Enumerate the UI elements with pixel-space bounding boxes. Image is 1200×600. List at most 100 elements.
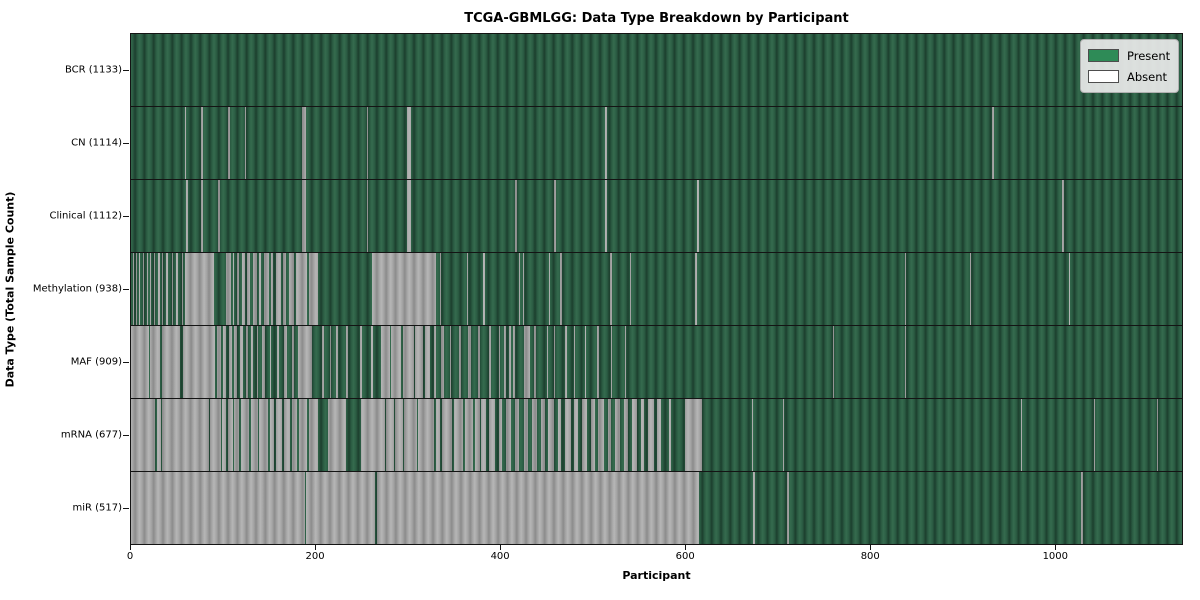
row-Methylation — [131, 253, 1182, 326]
absent-segment — [640, 399, 645, 471]
absent-segment — [306, 472, 375, 544]
absent-segment — [441, 326, 445, 398]
x-tick-label: 600 — [675, 551, 695, 562]
absent-segment — [610, 253, 613, 325]
absent-segment — [904, 253, 906, 325]
absent-segment — [465, 399, 473, 471]
absent-segment — [598, 399, 604, 471]
y-tick-label: mRNA (677) — [60, 429, 122, 441]
absent-segment — [269, 326, 272, 398]
absent-segment — [376, 472, 699, 544]
absent-segment — [625, 326, 627, 398]
absent-segment — [1157, 399, 1158, 471]
absent-segment — [184, 107, 187, 179]
absent-segment — [991, 107, 994, 179]
absent-segment — [442, 399, 453, 471]
absent-segment — [404, 399, 418, 471]
absent-segment — [1061, 180, 1064, 252]
absent-segment — [216, 326, 222, 398]
absent-segment — [624, 399, 628, 471]
absent-segment — [433, 326, 436, 398]
absent-segment — [611, 326, 613, 398]
absent-segment — [590, 399, 595, 471]
absent-segment — [346, 326, 349, 398]
absent-segment — [252, 253, 257, 325]
absent-segment — [327, 399, 347, 471]
absent-segment — [322, 326, 325, 398]
absent-segment — [259, 399, 268, 471]
absent-segment — [498, 326, 501, 398]
absent-segment — [283, 253, 287, 325]
absent-segment — [427, 399, 434, 471]
absent-segment — [240, 399, 250, 471]
absent-segment — [227, 399, 233, 471]
absent-segment — [296, 253, 308, 325]
x-tick-label: 1000 — [1042, 551, 1069, 562]
x-tick-mark — [870, 545, 872, 550]
x-tick-mark — [315, 545, 317, 550]
absent-segment — [523, 399, 529, 471]
absent-segment — [604, 180, 607, 252]
absent-segment — [146, 253, 148, 325]
row-mRNA — [131, 399, 1182, 472]
absent-segment — [832, 326, 834, 398]
absent-segment — [565, 326, 567, 398]
absent-segment — [371, 326, 373, 398]
x-tick-mark — [500, 545, 502, 550]
absent-segment — [222, 399, 227, 471]
absent-segment — [541, 399, 545, 471]
absent-segment — [518, 253, 520, 325]
absent-segment — [251, 326, 253, 398]
y-tick-label: miR (517) — [72, 502, 122, 514]
y-tick-mark — [123, 142, 129, 144]
legend-entry-present: Present — [1088, 45, 1171, 66]
absent-segment — [154, 253, 155, 325]
absent-segment — [234, 326, 238, 398]
row-BCR — [131, 34, 1182, 107]
absent-segment — [223, 326, 227, 398]
y-axis-label: Data Type (Total Sample Count) — [3, 191, 17, 388]
absent-segment — [360, 399, 385, 471]
absent-segment — [531, 399, 538, 471]
absent-segment — [201, 180, 204, 252]
absent-segment — [245, 326, 249, 398]
absent-segment — [1021, 399, 1023, 471]
absent-segment — [489, 399, 495, 471]
legend: Present Absent — [1080, 39, 1179, 93]
absent-segment — [402, 326, 414, 398]
absent-segment — [336, 326, 338, 398]
absent-segment — [301, 180, 306, 252]
absent-segment — [131, 326, 149, 398]
row-Clinical — [131, 180, 1182, 253]
absent-segment — [157, 253, 160, 325]
absent-segment — [366, 180, 369, 252]
absent-segment — [546, 326, 548, 398]
absent-swatch — [1088, 70, 1119, 83]
x-tick-mark — [130, 545, 131, 550]
absent-segment — [385, 399, 395, 471]
absent-segment — [424, 326, 431, 398]
absent-segment — [407, 180, 411, 252]
absent-segment — [232, 253, 235, 325]
absent-segment — [557, 399, 562, 471]
absent-segment — [522, 253, 524, 325]
absent-segment — [467, 253, 469, 325]
absent-segment — [1081, 472, 1084, 544]
absent-segment — [244, 107, 247, 179]
absent-segment — [135, 253, 137, 325]
y-tick-mark — [123, 362, 129, 364]
absent-segment — [186, 180, 189, 252]
absent-segment — [604, 107, 607, 179]
absent-segment — [284, 326, 288, 398]
absent-segment — [489, 326, 492, 398]
absent-segment — [395, 399, 404, 471]
absent-segment — [226, 253, 231, 325]
absent-segment — [162, 326, 180, 398]
y-tick-mark — [123, 435, 129, 437]
x-tick-label: 0 — [126, 551, 134, 562]
absent-segment — [548, 399, 554, 471]
absent-segment — [201, 107, 204, 179]
absent-segment — [468, 326, 471, 398]
absent-segment — [597, 326, 600, 398]
absent-segment — [185, 253, 215, 325]
